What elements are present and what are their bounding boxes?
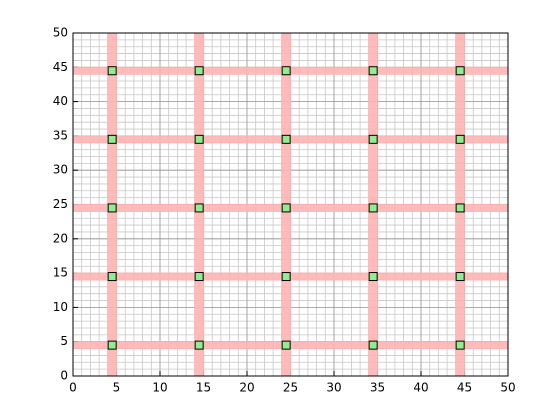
- x-tick-label: 50: [500, 381, 515, 395]
- x-tick-label: 40: [413, 381, 428, 395]
- x-tick-label: 5: [113, 381, 121, 395]
- x-tick-label: 0: [69, 381, 77, 395]
- y-tick-label: 10: [53, 300, 68, 314]
- y-tick-label: 45: [53, 60, 68, 74]
- point: [107, 134, 117, 144]
- x-tick-label: 25: [283, 381, 298, 395]
- x-tick-label: 15: [196, 381, 211, 395]
- point: [281, 134, 291, 144]
- y-tick-label: 20: [53, 231, 68, 245]
- y-tick-label: 5: [60, 334, 68, 348]
- point: [455, 203, 465, 213]
- y-tick-label: 0: [60, 369, 68, 383]
- y-tick-label: 30: [53, 163, 68, 177]
- point: [368, 134, 378, 144]
- point: [194, 66, 204, 76]
- point: [368, 272, 378, 282]
- x-tick-label: 10: [152, 381, 167, 395]
- point: [281, 203, 291, 213]
- point: [194, 134, 204, 144]
- point: [281, 66, 291, 76]
- point: [455, 66, 465, 76]
- point: [194, 203, 204, 213]
- point: [281, 340, 291, 350]
- point: [194, 340, 204, 350]
- y-tick-label: 50: [53, 26, 68, 40]
- x-tick-label: 20: [239, 381, 254, 395]
- point: [368, 340, 378, 350]
- point: [107, 340, 117, 350]
- point: [455, 272, 465, 282]
- point: [107, 66, 117, 76]
- point: [455, 134, 465, 144]
- point: [281, 272, 291, 282]
- x-tick-label: 35: [370, 381, 385, 395]
- y-tick-label: 35: [53, 128, 68, 142]
- axes-frame: [72, 32, 509, 377]
- y-tick-label: 25: [53, 197, 68, 211]
- point: [368, 66, 378, 76]
- y-tick-label: 40: [53, 94, 68, 108]
- point: [455, 340, 465, 350]
- x-tick-label: 30: [326, 381, 341, 395]
- x-tick-label: 45: [457, 381, 472, 395]
- point: [194, 272, 204, 282]
- point: [368, 203, 378, 213]
- point: [107, 272, 117, 282]
- y-tick-label: 15: [53, 266, 68, 280]
- point: [107, 203, 117, 213]
